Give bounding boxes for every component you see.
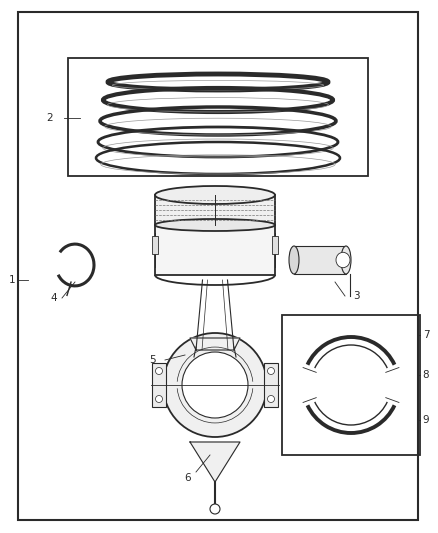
Text: 8: 8 [423,370,429,380]
Bar [294,246,346,274]
Ellipse shape [289,246,299,274]
Text: 2: 2 [47,113,53,123]
Ellipse shape [155,186,275,204]
Text: 4: 4 [51,293,57,303]
Polygon shape [190,442,240,482]
Bar [155,195,275,225]
Ellipse shape [341,246,351,274]
Circle shape [268,367,275,375]
Polygon shape [190,338,240,350]
Text: 7: 7 [423,330,429,340]
Circle shape [155,367,162,375]
Ellipse shape [155,219,275,231]
Circle shape [155,395,162,402]
Ellipse shape [336,252,350,268]
Bar [155,225,275,275]
Text: 3: 3 [353,291,359,301]
Circle shape [268,395,275,402]
Bar [264,363,278,407]
Bar [68,58,368,176]
Circle shape [163,333,267,437]
Bar [152,236,158,254]
Circle shape [210,504,220,514]
Circle shape [182,352,248,418]
Text: 1: 1 [9,275,15,285]
Bar [282,315,420,455]
Text: 5: 5 [148,355,155,365]
Text: 9: 9 [423,415,429,425]
Bar [272,236,278,254]
Bar [152,363,166,407]
Text: 6: 6 [185,473,191,483]
